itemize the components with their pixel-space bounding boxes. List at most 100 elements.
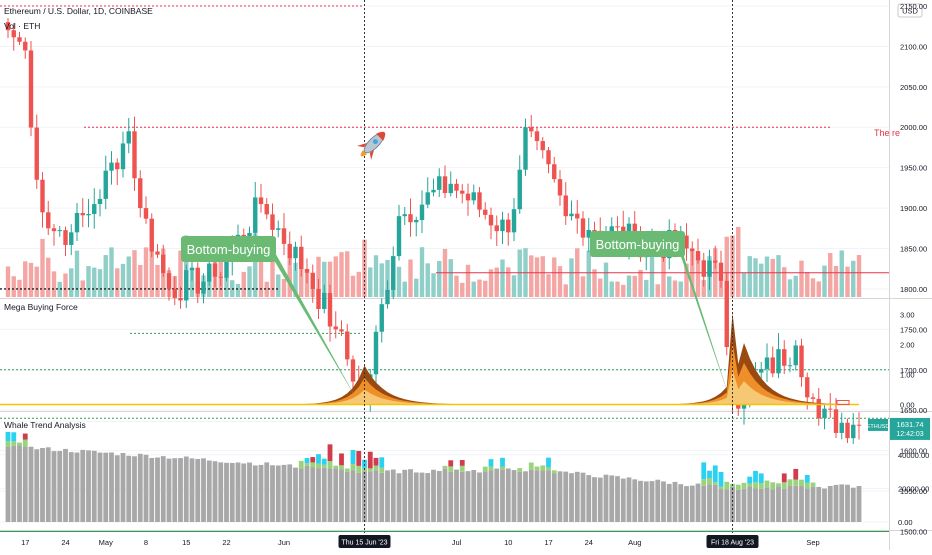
candle[interactable] [46, 212, 51, 229]
candle[interactable] [34, 127, 39, 180]
candle[interactable] [189, 267, 195, 271]
candle[interactable] [143, 208, 149, 219]
candle[interactable] [402, 214, 407, 217]
candle[interactable] [276, 228, 281, 230]
candle[interactable] [293, 246, 298, 259]
candle[interactable] [690, 248, 695, 252]
candle[interactable] [718, 262, 724, 281]
candle[interactable] [586, 229, 591, 238]
candle[interactable] [333, 326, 338, 330]
candle[interactable] [51, 228, 57, 232]
candle[interactable] [609, 226, 614, 234]
candle[interactable] [805, 377, 810, 398]
candle[interactable] [281, 228, 287, 244]
candle[interactable] [103, 170, 108, 199]
candle[interactable] [770, 357, 775, 374]
candle[interactable] [310, 272, 315, 289]
candle[interactable] [218, 276, 223, 278]
candle[interactable] [782, 349, 787, 366]
candle[interactable] [695, 251, 701, 261]
candle[interactable] [506, 219, 511, 233]
candle[interactable] [316, 288, 321, 309]
candle[interactable] [270, 214, 275, 230]
candle[interactable] [264, 204, 269, 215]
candle[interactable] [822, 408, 827, 419]
candle[interactable] [11, 30, 16, 38]
candle[interactable] [529, 127, 534, 132]
candle[interactable] [799, 345, 804, 378]
candle[interactable] [845, 422, 850, 439]
candle[interactable] [713, 260, 718, 263]
candle[interactable] [63, 230, 68, 245]
candle[interactable] [149, 218, 154, 252]
candle[interactable] [580, 218, 586, 238]
candle[interactable] [511, 209, 517, 233]
candle[interactable] [471, 192, 476, 201]
candle[interactable] [299, 246, 304, 269]
candle[interactable] [787, 365, 793, 367]
candle[interactable] [839, 422, 844, 433]
candle[interactable] [477, 192, 482, 210]
candle[interactable] [759, 368, 764, 373]
candle[interactable] [212, 263, 218, 277]
candle[interactable] [339, 329, 344, 332]
candle[interactable] [425, 192, 430, 205]
candle[interactable] [408, 214, 413, 223]
candle[interactable] [816, 398, 821, 419]
candle[interactable] [810, 397, 816, 399]
candle[interactable] [764, 357, 770, 369]
candle[interactable] [304, 268, 310, 273]
candle[interactable] [414, 220, 419, 223]
candle[interactable] [776, 349, 781, 374]
candle[interactable] [287, 243, 292, 259]
candle[interactable] [569, 213, 574, 217]
candle[interactable] [552, 164, 557, 180]
candle[interactable] [724, 280, 729, 348]
candle[interactable] [540, 141, 545, 151]
candle[interactable] [500, 219, 505, 232]
candle[interactable] [224, 261, 229, 278]
candle[interactable] [23, 41, 28, 51]
candle[interactable] [184, 270, 189, 301]
candle[interactable] [69, 232, 74, 245]
candle[interactable] [494, 225, 499, 232]
candle[interactable] [575, 213, 580, 219]
candle[interactable] [523, 127, 528, 170]
candle[interactable] [28, 50, 34, 128]
candle[interactable] [460, 190, 465, 194]
candle[interactable] [454, 183, 459, 191]
candle[interactable] [74, 213, 80, 233]
currency-box[interactable] [897, 3, 923, 18]
candle[interactable] [92, 204, 97, 214]
candle[interactable] [109, 162, 114, 171]
candle[interactable] [707, 260, 712, 277]
candle[interactable] [442, 176, 448, 194]
candle[interactable] [828, 408, 833, 410]
candle[interactable] [172, 288, 177, 298]
candle[interactable] [851, 424, 856, 439]
candle[interactable] [856, 424, 862, 426]
candle[interactable] [615, 226, 620, 228]
candle[interactable] [155, 251, 160, 255]
candle[interactable] [322, 292, 327, 309]
candle[interactable] [40, 179, 45, 213]
candle[interactable] [701, 260, 706, 277]
candle[interactable] [517, 169, 522, 210]
candle[interactable] [126, 131, 131, 144]
candle[interactable] [86, 213, 91, 216]
candle[interactable] [132, 131, 137, 179]
candle[interactable] [247, 232, 252, 239]
candle[interactable] [793, 345, 798, 366]
candle[interactable] [391, 256, 396, 290]
candle[interactable] [437, 176, 442, 190]
candle[interactable] [201, 281, 206, 294]
candle[interactable] [385, 289, 390, 305]
candle[interactable] [684, 235, 689, 249]
candle[interactable] [534, 131, 540, 142]
candle[interactable] [80, 213, 85, 216]
candle[interactable] [97, 198, 103, 205]
candle[interactable] [379, 304, 384, 332]
candle[interactable] [195, 267, 200, 294]
candle[interactable] [557, 179, 563, 196]
candle[interactable] [5, 22, 11, 31]
